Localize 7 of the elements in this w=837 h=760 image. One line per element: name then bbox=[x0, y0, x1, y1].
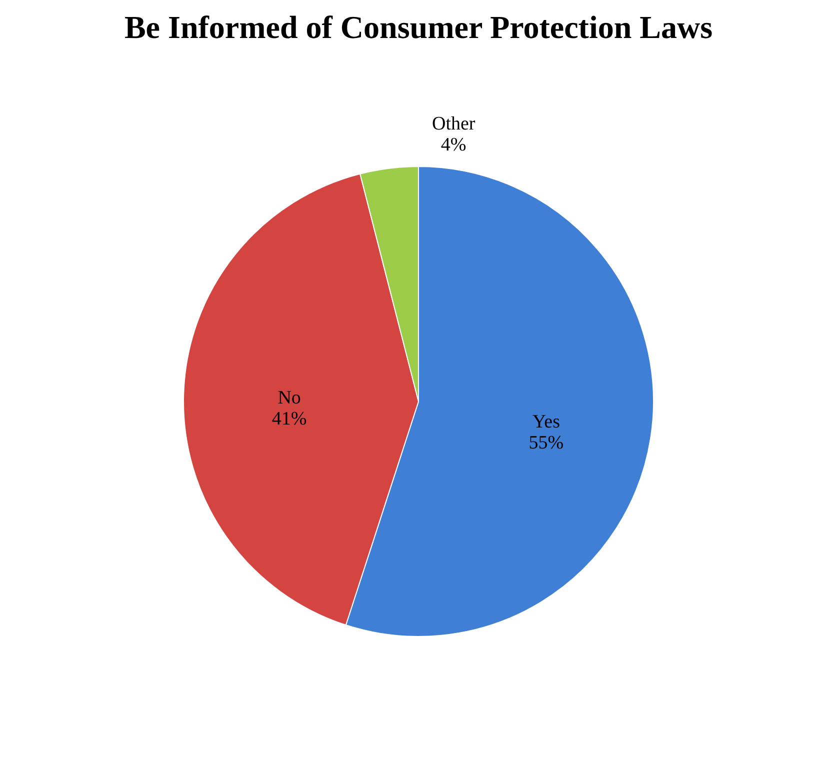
data-label: 4% bbox=[440, 134, 466, 156]
data-label: 55% bbox=[528, 432, 564, 454]
slice-label: Other bbox=[432, 114, 476, 135]
chart-title: Be Informed of Consumer Protection Laws bbox=[124, 9, 713, 45]
data-label: 41% bbox=[272, 408, 307, 430]
slice-label: Yes bbox=[532, 412, 560, 433]
slice-label: No bbox=[278, 387, 301, 408]
